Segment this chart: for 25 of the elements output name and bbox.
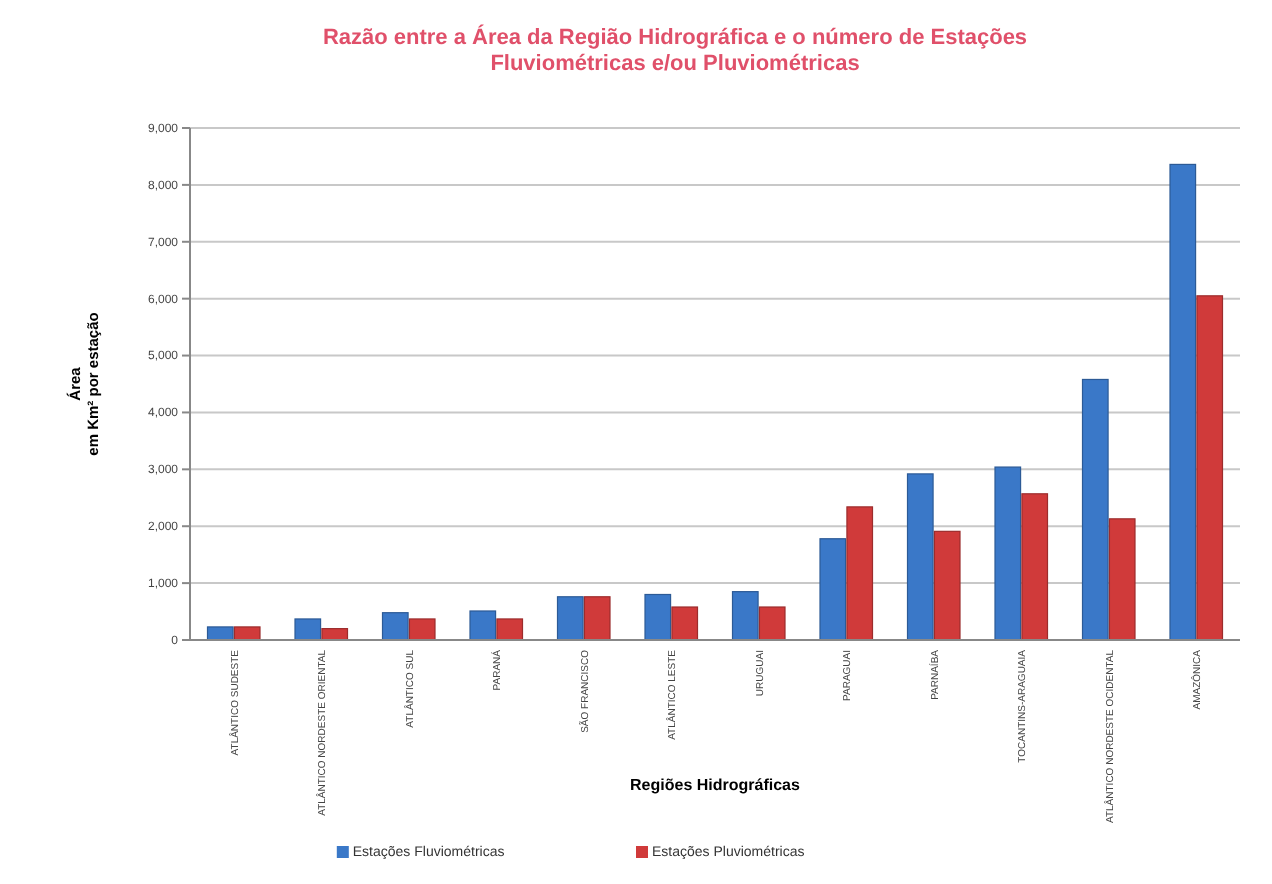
bar — [933, 530, 961, 641]
bar — [1081, 378, 1109, 641]
bar — [906, 473, 934, 641]
bar — [408, 618, 436, 641]
bar — [1169, 163, 1197, 641]
bar — [556, 596, 584, 641]
bar — [994, 466, 1022, 641]
bar — [1108, 518, 1136, 641]
chart-title: Razão entre a Área da Região Hidrográfica e o número de Estações Fluviométricas e/ou Pluviométricas — [322, 24, 1028, 76]
x-axis-title: Regiões Hidrográficas — [630, 776, 802, 794]
bar — [1196, 295, 1224, 641]
bar — [731, 591, 759, 641]
bar — [294, 618, 322, 641]
bar — [758, 606, 786, 641]
bar — [469, 610, 497, 641]
bar — [206, 626, 234, 641]
bar — [496, 618, 524, 641]
bar — [583, 596, 611, 641]
bar — [819, 538, 847, 641]
bar — [846, 506, 874, 641]
bar — [381, 612, 409, 641]
bar — [233, 626, 261, 641]
bar — [1021, 493, 1049, 641]
bar — [644, 593, 672, 641]
bar — [671, 606, 699, 641]
